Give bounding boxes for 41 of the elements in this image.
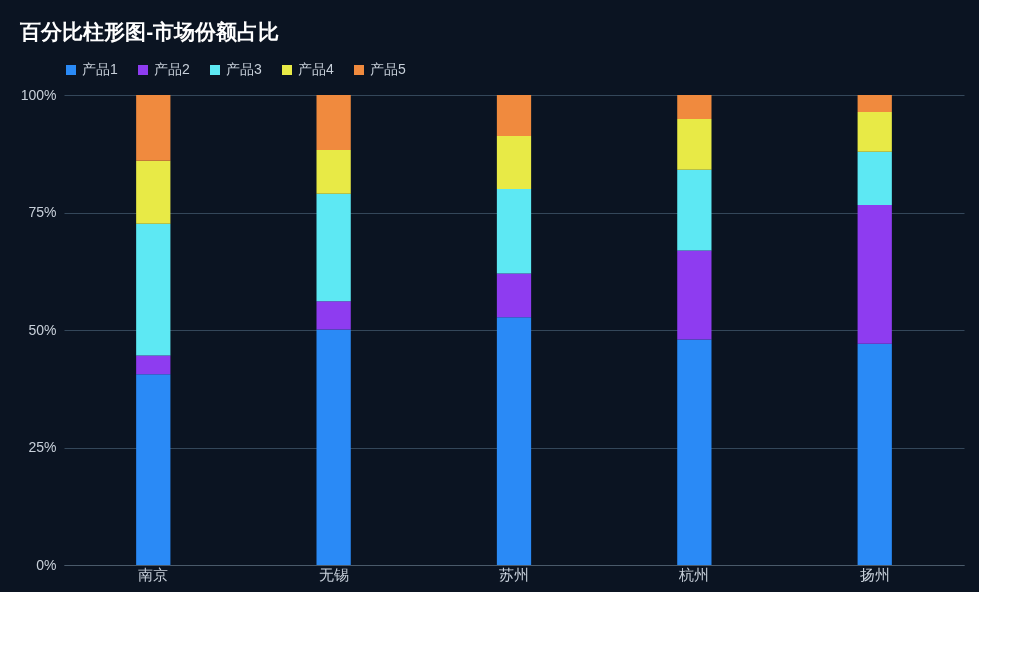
legend-label: 产品2 xyxy=(154,61,190,77)
bar xyxy=(316,95,351,150)
y-tick-label: 0% xyxy=(36,556,57,573)
bar xyxy=(316,329,351,565)
bar xyxy=(857,95,892,112)
bar xyxy=(316,301,351,330)
bar xyxy=(496,135,532,189)
bar xyxy=(136,95,171,161)
bar xyxy=(496,189,532,274)
bar xyxy=(496,273,532,318)
bar xyxy=(316,193,351,302)
chart-title: 百分比柱形图-市场份额占比 xyxy=(19,20,280,43)
bar xyxy=(496,317,532,565)
bar xyxy=(857,111,892,152)
bar xyxy=(677,250,712,340)
x-tick-label: 南京 xyxy=(138,565,169,583)
bar xyxy=(857,151,892,205)
legend-label: 产品5 xyxy=(370,61,406,77)
bar xyxy=(677,339,712,565)
y-tick-label: 100% xyxy=(20,86,57,103)
bar xyxy=(316,149,351,194)
x-tick-label: 无锡 xyxy=(318,565,349,583)
bar xyxy=(496,95,532,136)
bar xyxy=(677,95,712,119)
legend-label: 产品3 xyxy=(226,61,262,77)
bar xyxy=(677,169,712,251)
legend-label: 产品4 xyxy=(298,61,334,77)
y-tick-label: 25% xyxy=(28,439,57,455)
bar xyxy=(857,343,892,565)
x-tick-label: 苏州 xyxy=(499,565,529,583)
x-tick-label: 杭州 xyxy=(678,565,710,583)
x-tick-label: 扬州 xyxy=(859,565,890,583)
y-tick-label: 75% xyxy=(28,204,57,220)
bar xyxy=(136,160,171,224)
bar xyxy=(136,223,171,356)
legend-label: 产品1 xyxy=(82,61,118,77)
bar xyxy=(677,118,712,170)
bar xyxy=(857,204,892,344)
y-tick-label: 50% xyxy=(28,321,57,338)
bar xyxy=(136,374,171,565)
bar xyxy=(136,355,171,375)
